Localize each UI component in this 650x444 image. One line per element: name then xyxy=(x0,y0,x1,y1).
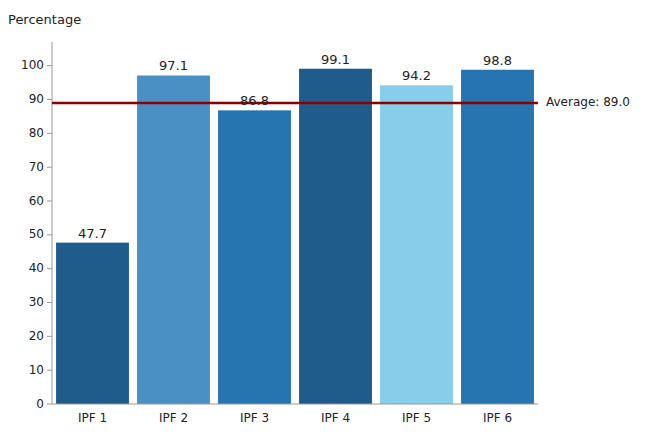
data-label: 47.7 xyxy=(78,226,107,241)
y-tick-label: 100 xyxy=(21,58,44,72)
data-labels: 47.7 97.1 86.8 99.1 94.2 98.8 xyxy=(78,52,512,241)
y-tick-label: 80 xyxy=(29,126,44,140)
x-axis-line xyxy=(52,404,538,405)
y-tick xyxy=(47,133,52,134)
x-tick-label: IPF 5 xyxy=(402,411,431,425)
y-tick xyxy=(47,167,52,168)
y-tick-label: 10 xyxy=(29,363,44,377)
chart-container: 0 10 20 30 40 50 60 70 80 90 100 Percentage Average:… xyxy=(0,0,650,444)
average-label: Average: 89.0 xyxy=(546,95,630,109)
y-tick xyxy=(47,234,52,235)
data-label: 97.1 xyxy=(159,58,188,73)
y-tick-label: 40 xyxy=(29,261,44,275)
y-tick xyxy=(47,99,52,100)
x-tick-label: IPF 3 xyxy=(240,411,269,425)
y-axis-line xyxy=(52,42,53,404)
y-tick xyxy=(47,370,52,371)
bar xyxy=(380,85,453,404)
data-label: 99.1 xyxy=(321,52,350,67)
x-tick-label: IPF 6 xyxy=(483,411,512,425)
bar xyxy=(56,243,129,404)
data-label: 98.8 xyxy=(483,53,512,68)
y-tick-label: 60 xyxy=(29,194,44,208)
y-tick xyxy=(47,201,52,202)
y-tick-label: 90 xyxy=(29,92,44,106)
x-tick-label: IPF 4 xyxy=(321,411,350,425)
y-tick xyxy=(47,268,52,269)
y-tick-label: 70 xyxy=(29,160,44,174)
y-tick xyxy=(47,336,52,337)
y-axis-label: Percentage xyxy=(8,12,81,27)
bar xyxy=(461,70,534,404)
y-tick xyxy=(47,302,52,303)
plot-area xyxy=(52,69,538,404)
y-tick xyxy=(47,404,52,405)
y-tick-label: 30 xyxy=(29,295,44,309)
x-tick-label: IPF 2 xyxy=(159,411,188,425)
data-label: 86.8 xyxy=(240,93,269,108)
y-tick-label: 0 xyxy=(36,397,44,411)
y-tick-label: 20 xyxy=(29,329,44,343)
average-line xyxy=(52,102,538,105)
y-tick xyxy=(47,65,52,66)
bar xyxy=(299,69,372,404)
chart-svg: 0 10 20 30 40 50 60 70 80 90 100 Percentage Average:… xyxy=(0,0,650,444)
bar xyxy=(218,110,291,404)
y-tick-label: 50 xyxy=(29,227,44,241)
bar xyxy=(137,75,210,404)
data-label: 94.2 xyxy=(402,68,431,83)
y-axis: 0 10 20 30 40 50 60 70 80 90 100 xyxy=(21,42,52,411)
x-tick-label: IPF 1 xyxy=(78,411,107,425)
x-axis: IPF 1 IPF 2 IPF 3 IPF 4 IPF 5 IPF 6 xyxy=(52,404,538,425)
